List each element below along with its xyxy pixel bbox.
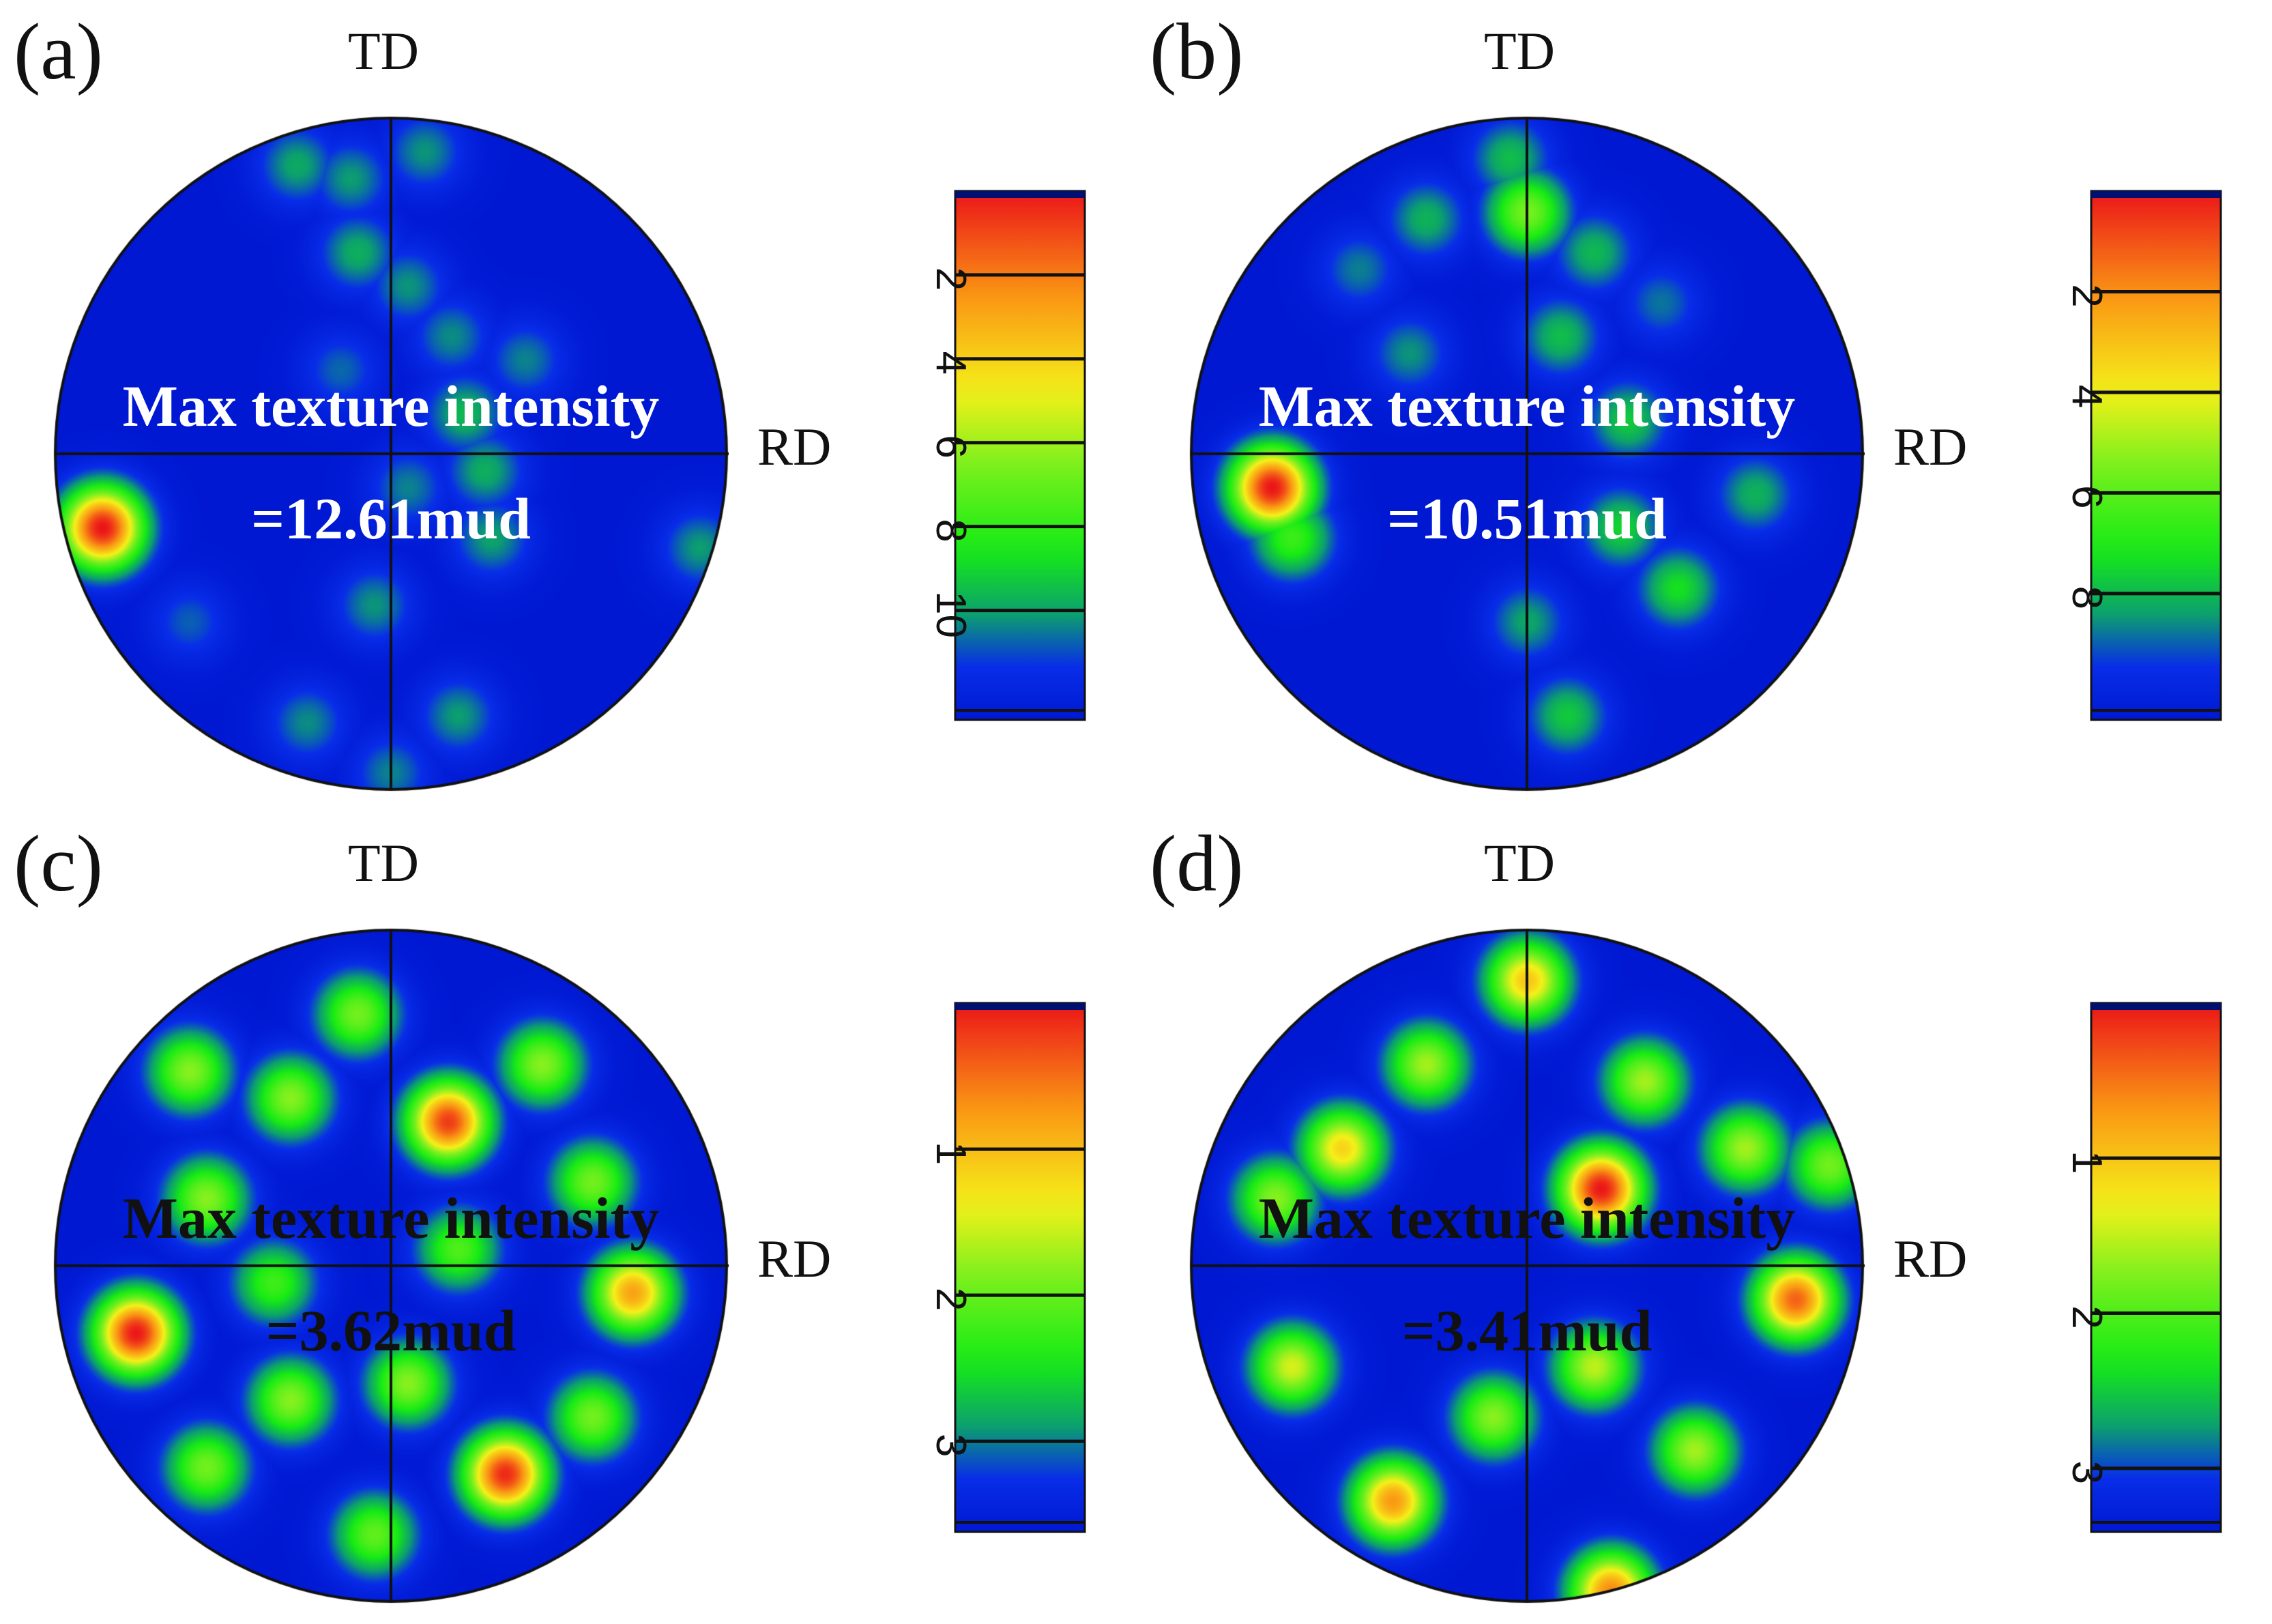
pole-figure: Max texture intensity =3.62mud (53, 925, 729, 1607)
colorbar-gradient (954, 190, 1086, 721)
colorbar-tick-label: 6 (927, 435, 974, 459)
colorbar: 1 2 3 (2054, 1000, 2224, 1535)
colorbar-tick-label: 1 (927, 1142, 974, 1165)
colorbar-svg: 1 2 3 (2063, 1002, 2222, 1533)
colorbar: 1 2 3 (918, 1000, 1088, 1535)
rd-axis-label: RD (757, 417, 832, 476)
colorbar-tick-label: 3 (927, 1434, 974, 1457)
colorbar-rim (2091, 1003, 2221, 1010)
colorbar-rim (955, 1003, 1085, 1010)
colorbar-tick-label: 2 (2063, 284, 2110, 307)
panel-label: (d) (1150, 819, 1244, 908)
max-intensity-value: =3.62mud (265, 1298, 516, 1363)
colorbar-tick-label: 2 (2063, 1305, 2110, 1329)
colorbar-tick-label: 6 (2063, 485, 2110, 508)
colorbar-tick-label: 10 (927, 591, 974, 638)
rd-axis-label: RD (757, 1229, 832, 1288)
max-intensity-value: =3.41mud (1401, 1298, 1652, 1363)
td-axis-label: TD (348, 21, 419, 81)
td-axis-label: TD (1484, 21, 1555, 81)
max-intensity-title: Max texture intensity (122, 373, 660, 439)
panel-a: (a) TD RD Max texture intensity =12.61mu… (0, 0, 1136, 812)
colorbar-rim (2091, 191, 2221, 198)
rd-axis-label: RD (1893, 1229, 1968, 1288)
colorbar-tick-label: 2 (927, 1288, 974, 1311)
max-intensity-value: =10.51mud (1387, 486, 1667, 551)
colorbar-tick-label: 8 (927, 519, 974, 542)
colorbar-tick-label: 4 (2063, 385, 2110, 408)
max-intensity-title: Max texture intensity (1258, 373, 1796, 439)
panel-c: (c) TD RD Max texture intensity =3.62mud… (0, 812, 1136, 1624)
pole-figure-canvas (53, 113, 729, 795)
pole-figure-canvas (1189, 925, 1865, 1607)
colorbar-tick-label: 3 (2063, 1461, 2110, 1484)
td-axis-label: TD (348, 833, 419, 893)
panel-b: (b) TD RD Max texture intensity =10.51mu… (1136, 0, 2272, 812)
pole-figure: Max texture intensity =3.41mud (1189, 925, 1865, 1607)
pole-figure: Max texture intensity =10.51mud (1189, 113, 1865, 795)
colorbar: 2 4 6 8 10 (918, 188, 1088, 723)
colorbar-tick-label: 4 (927, 351, 974, 375)
colorbar-tick-label: 1 (2063, 1150, 2110, 1174)
pole-figure: Max texture intensity =12.61mud (53, 113, 729, 795)
colorbar-gradient (954, 1002, 1086, 1533)
max-intensity-title: Max texture intensity (1258, 1185, 1796, 1251)
colorbar-svg: 1 2 3 (927, 1002, 1086, 1533)
colorbar-svg: 2 4 6 8 10 (927, 190, 1086, 721)
colorbar-gradient (2090, 190, 2222, 721)
colorbar: 2 4 6 8 (2054, 188, 2224, 723)
colorbar-svg: 2 4 6 8 (2063, 190, 2222, 721)
panel-label: (c) (14, 819, 103, 908)
colorbar-gradient (2090, 1002, 2222, 1533)
max-intensity-value: =12.61mud (251, 486, 531, 551)
rd-axis-label: RD (1893, 417, 1968, 476)
pole-figure-canvas (1189, 113, 1865, 795)
panel-label: (a) (14, 7, 103, 96)
colorbar-tick-label: 8 (2063, 586, 2110, 609)
colorbar-tick-label: 2 (927, 267, 974, 291)
pole-figure-canvas (53, 925, 729, 1607)
max-intensity-title: Max texture intensity (122, 1185, 660, 1251)
panel-label: (b) (1150, 7, 1244, 96)
td-axis-label: TD (1484, 833, 1555, 893)
panel-d: (d) TD RD Max texture intensity =3.41mud… (1136, 812, 2272, 1624)
colorbar-rim (955, 191, 1085, 198)
